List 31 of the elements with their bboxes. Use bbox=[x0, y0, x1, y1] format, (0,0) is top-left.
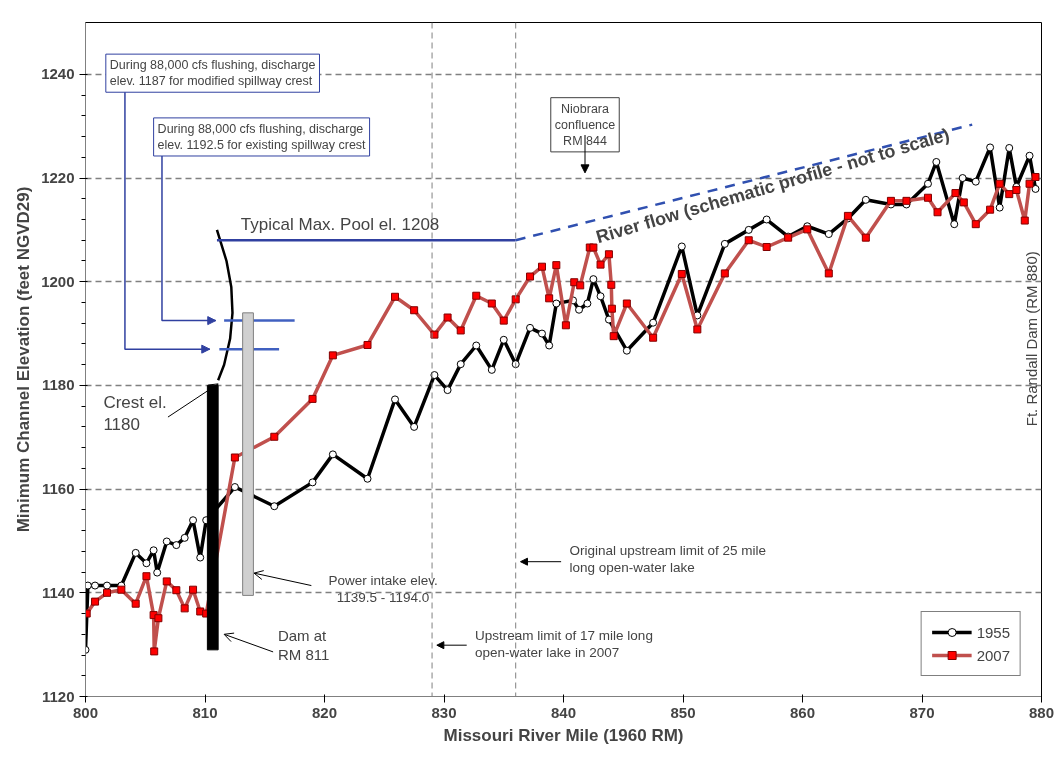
y-tick-label: 1160 bbox=[41, 480, 75, 498]
line-series bbox=[215, 228, 234, 382]
x-axis-title: Missouri River Mile (1960 RM) bbox=[443, 725, 684, 745]
x-tick-label: 850 bbox=[670, 703, 696, 721]
x-tick-label: 840 bbox=[550, 703, 577, 721]
x-tick-label: 830 bbox=[431, 703, 457, 721]
legend-label: 2007 bbox=[976, 646, 1010, 664]
x-tick-label: 800 bbox=[72, 703, 99, 721]
legend-label: 1955 bbox=[976, 623, 1010, 641]
annotation: Niobrara confluence RM 844 bbox=[554, 101, 616, 148]
ref-line-label: Upstream limit of 17 mile long open-water lake in 2007 bbox=[475, 628, 653, 661]
y-tick-label: 1140 bbox=[41, 583, 75, 601]
x-tick-label: 860 bbox=[789, 703, 816, 721]
y-axis-title: Minimum Channel Elevation (feet NGVD29) bbox=[14, 186, 34, 533]
annotation: Dam at RM 811 bbox=[277, 626, 330, 664]
annotation: Typical Max. Pool el. 1208 bbox=[240, 214, 440, 234]
x-tick-label: 870 bbox=[909, 703, 935, 721]
annotation: During 88,000 cfs flushing, discharge elev. 1192.5 for existing spillway crest bbox=[157, 121, 367, 152]
annotation: During 88,000 cfs flushing, discharge elev. 1187 for modified spillway crest bbox=[109, 58, 316, 89]
ref-line-label: Original upstream limit of 25 mile long open-water lake bbox=[569, 542, 767, 575]
x-tick-label: 820 bbox=[311, 703, 338, 721]
y-tick-label: 1180 bbox=[41, 376, 75, 394]
annotation: Power intake elev. 1139.5 - 1194.0 bbox=[328, 572, 438, 605]
y-tick-label: 1200 bbox=[41, 272, 75, 290]
y-tick-label: 1120 bbox=[41, 687, 75, 705]
y-tick-label: 1240 bbox=[41, 65, 75, 83]
x-tick-label: 880 bbox=[1028, 703, 1055, 721]
annotation: Ft. Randall Dam (RM 880) bbox=[1023, 251, 1041, 427]
y-tick-label: 1220 bbox=[41, 169, 75, 187]
x-tick-label: 810 bbox=[192, 703, 218, 721]
annotation: Crest el. 1180 bbox=[103, 393, 167, 435]
